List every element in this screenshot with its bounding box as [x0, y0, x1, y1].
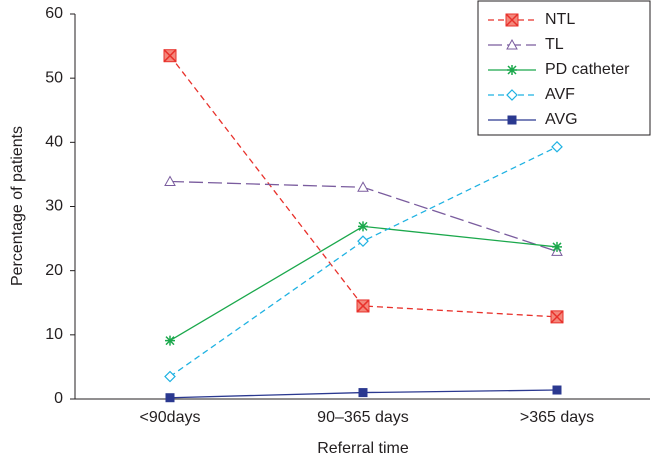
x-tick-label: 90–365 days	[317, 409, 409, 426]
marker-cross	[356, 299, 370, 313]
legend-label: NTL	[545, 11, 575, 28]
marker-cross	[505, 13, 519, 27]
marker-triangle	[357, 181, 369, 192]
y-axis-label: Percentage of patients	[9, 126, 26, 286]
marker-square	[552, 385, 562, 395]
marker-cross	[163, 49, 177, 63]
series-line	[169, 55, 558, 318]
marker	[356, 299, 370, 313]
marker	[552, 385, 562, 395]
marker-triangle	[506, 38, 518, 50]
legend-label: AVG	[545, 111, 578, 128]
marker	[164, 175, 176, 186]
y-tick-label: 10	[45, 326, 63, 343]
marker	[507, 115, 517, 125]
marker	[507, 65, 517, 75]
marker	[358, 221, 368, 232]
y-tick-label: 30	[45, 198, 63, 215]
marker-cross	[550, 310, 564, 324]
marker	[551, 140, 563, 153]
marker	[357, 181, 369, 192]
marker-asterisk	[165, 335, 175, 346]
marker	[550, 310, 564, 324]
marker	[505, 13, 519, 27]
series-line	[169, 146, 558, 378]
marker-asterisk	[507, 65, 517, 75]
marker-square	[165, 393, 175, 403]
marker	[163, 49, 177, 63]
legend-label: PD catheter	[545, 61, 630, 78]
marker	[165, 335, 175, 346]
marker	[358, 388, 368, 398]
marker-square	[358, 388, 368, 398]
x-axis-label: Referral time	[317, 440, 409, 457]
marker-diamond	[506, 89, 518, 101]
y-tick-label: 60	[45, 5, 63, 22]
legend-label: TL	[545, 36, 564, 53]
y-tick-label: 0	[54, 390, 63, 407]
marker	[357, 235, 369, 247]
marker	[506, 38, 518, 50]
x-tick-label: <90days	[140, 409, 201, 426]
marker-asterisk	[358, 221, 368, 232]
marker	[165, 393, 175, 403]
marker-square	[507, 115, 517, 125]
marker-diamond	[357, 235, 369, 247]
legend-label: AVF	[545, 86, 575, 103]
y-tick-label: 50	[45, 69, 63, 86]
marker-triangle	[164, 175, 176, 186]
y-tick-label: 40	[45, 134, 63, 151]
y-tick-label: 20	[45, 262, 63, 279]
marker	[552, 241, 562, 252]
marker	[164, 370, 176, 383]
marker-diamond	[164, 370, 176, 383]
marker-asterisk	[552, 241, 562, 252]
marker-diamond	[551, 140, 563, 153]
marker	[506, 89, 518, 101]
x-tick-label: >365 days	[520, 409, 594, 426]
